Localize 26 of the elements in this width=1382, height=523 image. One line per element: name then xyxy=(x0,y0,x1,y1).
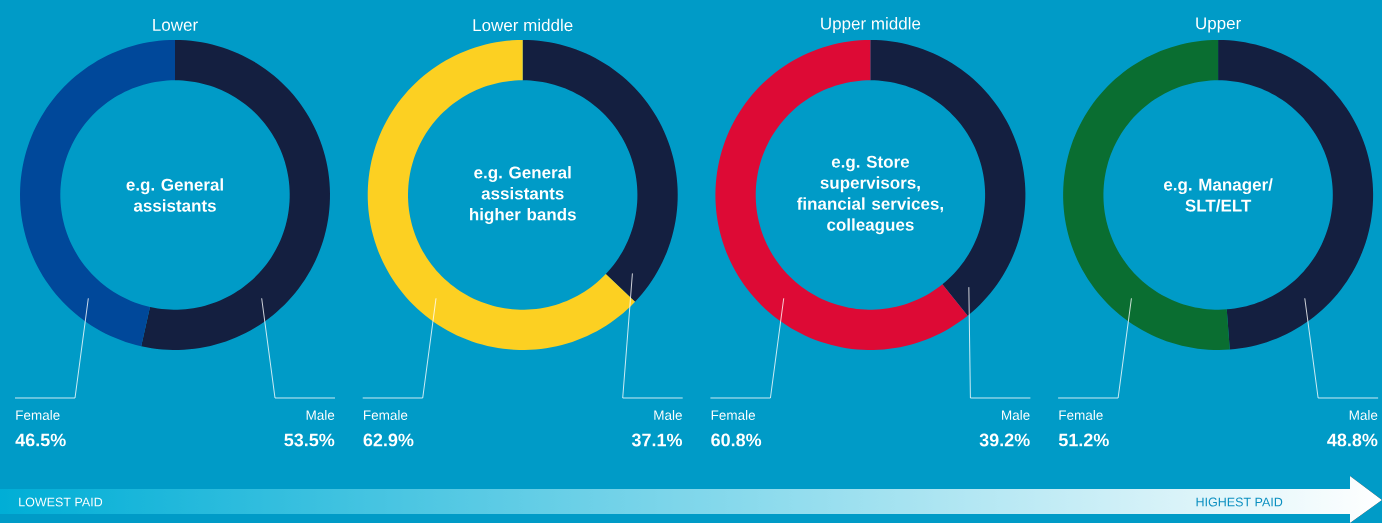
text: e.g. Store supervisors, financial services, colleagues xyxy=(797,155,943,235)
data-label: 48.8% xyxy=(1327,433,1378,447)
slice-label: Male xyxy=(654,410,682,420)
text: e.g. General assistants higher bands xyxy=(470,166,576,224)
chart-title: Upper middle xyxy=(821,17,921,33)
data-label: 46.5% xyxy=(15,433,66,447)
chart-title: Lower middle xyxy=(473,18,573,32)
slice-label: Male xyxy=(1349,410,1378,420)
chart-title: Lower xyxy=(153,19,198,31)
text: e.g. General assistants xyxy=(126,178,223,212)
chart-title: Upper xyxy=(1196,17,1241,33)
text: LOWEST PAID xyxy=(19,497,103,507)
slice-label: Male xyxy=(306,410,335,420)
data-label: 37.1% xyxy=(631,433,683,447)
data-label: 53.5% xyxy=(284,433,335,447)
slice-label: Female xyxy=(16,410,60,420)
data-label: 62.9% xyxy=(363,433,414,447)
data-label: 51.2% xyxy=(1058,433,1109,447)
text: HIGHEST PAID xyxy=(1196,497,1283,507)
slice-label: Female xyxy=(1059,410,1103,420)
text: e.g. Manager/ SLT/ELT xyxy=(1163,178,1273,212)
data-label: 39.2% xyxy=(979,433,1030,447)
slice-label: Female xyxy=(711,410,756,420)
slice-label: Female xyxy=(364,410,408,420)
data-label: 60.8% xyxy=(711,433,762,447)
slice-label: Male xyxy=(1002,410,1030,420)
